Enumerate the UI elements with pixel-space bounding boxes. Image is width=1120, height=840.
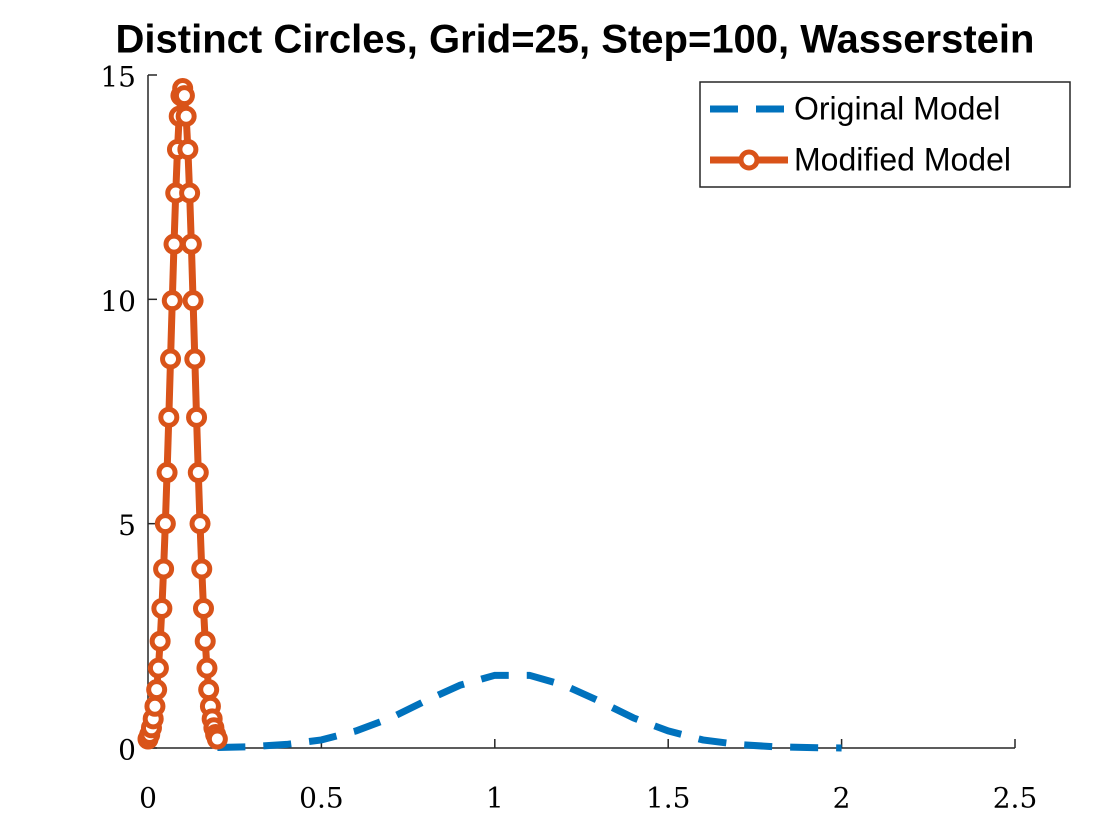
y-tick-label: 15 (100, 61, 136, 94)
data-point (179, 182, 201, 204)
data-point (180, 233, 202, 255)
data-point (149, 630, 171, 652)
data-point (160, 348, 182, 370)
data-point (163, 233, 185, 255)
data-point (196, 657, 218, 679)
data-point (154, 513, 176, 535)
data-point (184, 348, 206, 370)
x-tick-label: 2 (833, 782, 851, 815)
x-tick-label: 0.5 (299, 782, 344, 815)
legend-marker (738, 149, 760, 171)
data-point (161, 290, 183, 312)
data-point (158, 406, 180, 428)
x-tick-label: 0 (139, 782, 157, 815)
legend-label: Original Model (794, 90, 1000, 126)
data-point (156, 462, 178, 484)
data-point (206, 728, 228, 750)
y-tick-label: 0 (118, 734, 136, 767)
data-point (187, 462, 209, 484)
y-tick-label: 5 (118, 509, 136, 542)
data-point (147, 657, 169, 679)
data-point (146, 679, 168, 701)
x-tick-label: 1.5 (646, 782, 691, 815)
data-point (189, 513, 211, 535)
data-point (144, 695, 166, 717)
series-line (217, 671, 842, 752)
legend-label: Modified Model (794, 141, 1011, 177)
x-tick-label: 2.5 (993, 782, 1038, 815)
data-point (151, 597, 173, 619)
data-point (173, 85, 195, 107)
x-tick-label: 1 (486, 782, 504, 815)
y-tick-label: 10 (100, 285, 136, 318)
legend-box (699, 81, 1071, 188)
data-point (191, 558, 213, 580)
data-point (186, 406, 208, 428)
data-point (182, 290, 204, 312)
chart-title: Distinct Circles, Grid=25, Step=100, Was… (116, 18, 1035, 62)
data-point (175, 105, 197, 127)
data-point (177, 138, 199, 160)
data-point (192, 597, 214, 619)
data-point (198, 679, 220, 701)
data-point (153, 558, 175, 580)
data-point (194, 630, 216, 652)
